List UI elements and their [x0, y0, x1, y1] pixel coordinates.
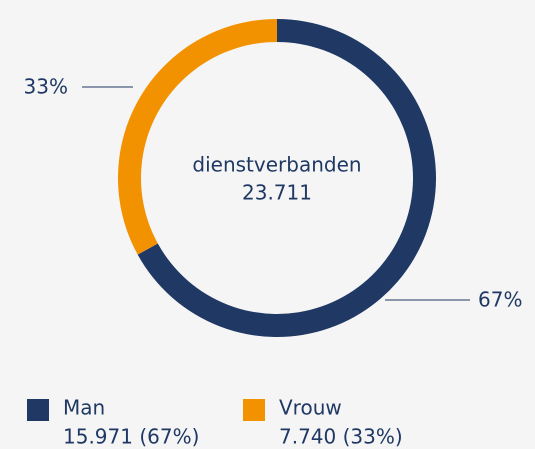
donut-slice: [118, 19, 278, 255]
legend-swatch: [27, 399, 49, 421]
center-value: 23.711: [242, 181, 312, 205]
legend-name: Man: [63, 396, 105, 420]
center-label: dienstverbanden: [192, 153, 361, 177]
slice-label: 67%: [478, 288, 522, 312]
legend-name: Vrouw: [279, 396, 342, 420]
slice-label: 33%: [24, 75, 68, 99]
legend-value: 7.740 (33%): [279, 425, 403, 449]
legend-value: 15.971 (67%): [63, 425, 199, 449]
legend-swatch: [243, 399, 265, 421]
